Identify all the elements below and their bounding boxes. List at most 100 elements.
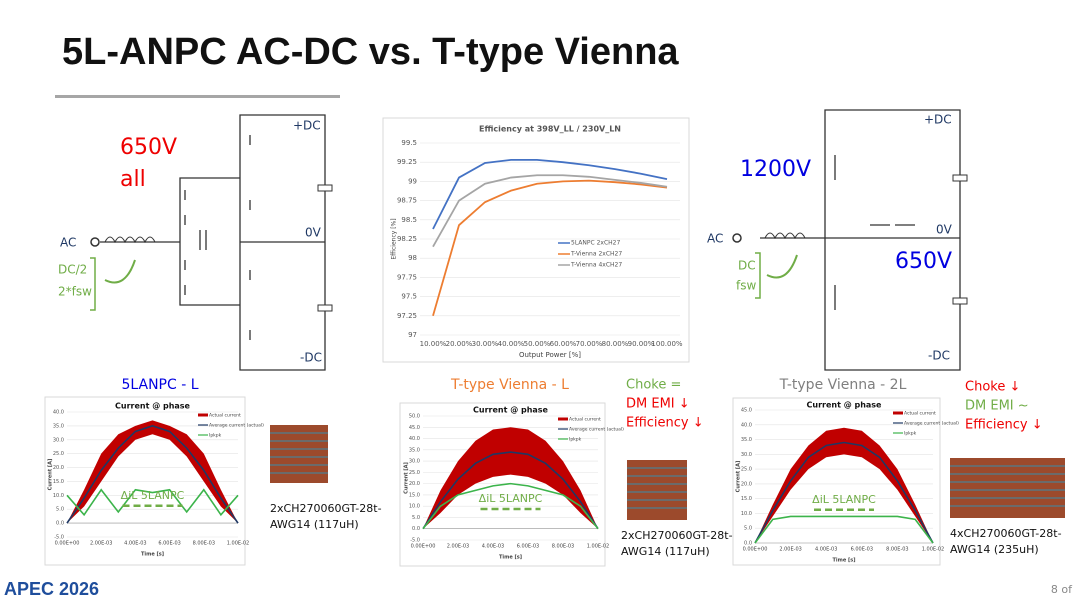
y-axis-label: Current [A]	[736, 461, 742, 493]
left-schematic	[90, 114, 333, 371]
y-tick-label: 20.0	[53, 465, 64, 471]
x-axis-label: Time [s]	[141, 552, 164, 558]
chart-title: Current @ phase	[473, 406, 549, 415]
legend-label: Average current (actual)	[209, 423, 264, 429]
band-area	[67, 420, 238, 524]
y-tick-label: 0.0	[412, 526, 420, 532]
x-tick-label: 4.00E-03	[815, 547, 837, 553]
x-tick-label: 80.00%	[602, 340, 629, 348]
y-tick-label: 97	[408, 331, 417, 339]
y-tick-label: 45.0	[741, 408, 752, 414]
y-tick-label: 99	[408, 177, 417, 185]
y-tick-label: 45.0	[409, 425, 420, 431]
note: Choke =	[626, 378, 681, 393]
y-tick-label: 99.5	[401, 139, 417, 147]
y-tick-label: 30.0	[409, 459, 420, 465]
series-line	[422, 451, 599, 530]
ac-label: AC	[707, 232, 723, 246]
voltage-label: 650V	[895, 249, 952, 274]
choke-label: AWG14 (235uH)	[950, 543, 1039, 556]
y-tick-label: 97.5	[401, 293, 417, 301]
y-tick-label: 98	[408, 254, 417, 262]
x-tick-label: 0.00E+00	[55, 541, 80, 547]
x-tick-label: 6.00E-03	[517, 544, 539, 550]
x-tick-label: 20.00%	[446, 340, 473, 348]
x-tick-label: 8.00E-03	[886, 547, 908, 553]
legend-label: Actual current	[569, 417, 601, 423]
x-tick-label: 10.00%	[420, 340, 447, 348]
caption: T-type Vienna - L	[450, 377, 569, 393]
x-axis-label: Time [s]	[499, 555, 522, 561]
x-tick-label: 4.00E-03	[124, 541, 146, 547]
caption: 5LANPC - L	[121, 377, 198, 393]
note: DC	[738, 259, 756, 273]
x-tick-label: 70.00%	[576, 340, 603, 348]
x-axis-label: Output Power [%]	[519, 351, 581, 359]
choke-label: 2xCH270060GT-28t-	[621, 529, 733, 542]
annotation: ΔiL 5LANPC	[479, 492, 543, 505]
rail-label: 0V	[936, 223, 953, 237]
y-tick-label: 99.25	[397, 158, 417, 166]
x-tick-label: 4.00E-03	[482, 544, 504, 550]
legend-label: Ipkpk	[904, 431, 917, 437]
y-tick-label: 98.75	[397, 197, 417, 205]
x-tick-label: 6.00E-03	[851, 547, 873, 553]
x-tick-label: 1.00E-02	[922, 547, 944, 553]
y-tick-label: -5.0	[54, 535, 64, 541]
legend-label: Average current (actual)	[569, 427, 624, 433]
legend-label: Ipkpk	[569, 437, 582, 443]
y-tick-label: 10.0	[409, 504, 420, 510]
x-tick-label: 40.00%	[498, 340, 525, 348]
x-tick-label: 0.00E+00	[743, 547, 768, 553]
voltage-label: all	[120, 167, 146, 192]
y-tick-label: 35.0	[53, 423, 64, 429]
x-tick-label: 0.00E+00	[411, 544, 436, 550]
band-area	[755, 427, 933, 543]
y-tick-label: 97.75	[397, 273, 417, 281]
series-line	[66, 488, 239, 517]
chart-title: Current @ phase	[807, 401, 883, 410]
voltage-label: 650V	[120, 135, 177, 160]
series-line	[432, 179, 668, 317]
x-tick-label: 8.00E-03	[193, 541, 215, 547]
legend-label: T-Vienna 4xCH27	[570, 262, 622, 269]
x-tick-label: 60.00%	[550, 340, 577, 348]
y-tick-label: 0.0	[56, 521, 64, 527]
series-line	[754, 515, 934, 544]
legend-label: Actual current	[209, 413, 241, 419]
y-tick-label: 98.25	[397, 235, 417, 243]
y-tick-label: 10.0	[741, 511, 752, 517]
x-tick-label: 2.00E-03	[447, 544, 469, 550]
y-axis-label: Efficiency [%]	[391, 218, 398, 259]
note: Efficiency ↓	[626, 416, 704, 431]
chart-frame	[382, 117, 690, 363]
ac-label: AC	[60, 236, 76, 250]
choke-label: 4xCH270060GT-28t-	[950, 527, 1062, 540]
choke-label: AWG14 (117uH)	[621, 545, 710, 558]
logo: APEC 2026	[4, 579, 99, 599]
chart-title: Current @ phase	[115, 402, 191, 411]
rail-label: +DC	[924, 113, 952, 127]
y-tick-label: 0.0	[744, 541, 752, 547]
y-tick-label: 97.25	[397, 312, 417, 320]
rail-label: +DC	[293, 119, 321, 133]
y-tick-label: 40.0	[741, 422, 752, 428]
chart-frame	[732, 397, 941, 566]
choke-photo	[270, 425, 1065, 520]
x-tick-label: 2.00E-03	[779, 547, 801, 553]
series-line	[66, 425, 239, 524]
series-line	[422, 482, 599, 530]
y-tick-label: 15.0	[53, 479, 64, 485]
y-tick-label: 30.0	[741, 452, 752, 458]
y-tick-label: 35.0	[741, 437, 752, 443]
y-axis-label: Current [A]	[48, 459, 54, 491]
x-tick-label: 90.00%	[628, 340, 655, 348]
x-tick-label: 8.00E-03	[552, 544, 574, 550]
legend-label: Average current (actual)	[904, 421, 959, 427]
title-rule	[55, 95, 340, 98]
note: Efficiency ↓	[965, 418, 1043, 433]
note: DM EMI ↓	[626, 397, 690, 412]
y-tick-label: 40.0	[53, 410, 64, 416]
rail-label: 0V	[305, 226, 322, 240]
